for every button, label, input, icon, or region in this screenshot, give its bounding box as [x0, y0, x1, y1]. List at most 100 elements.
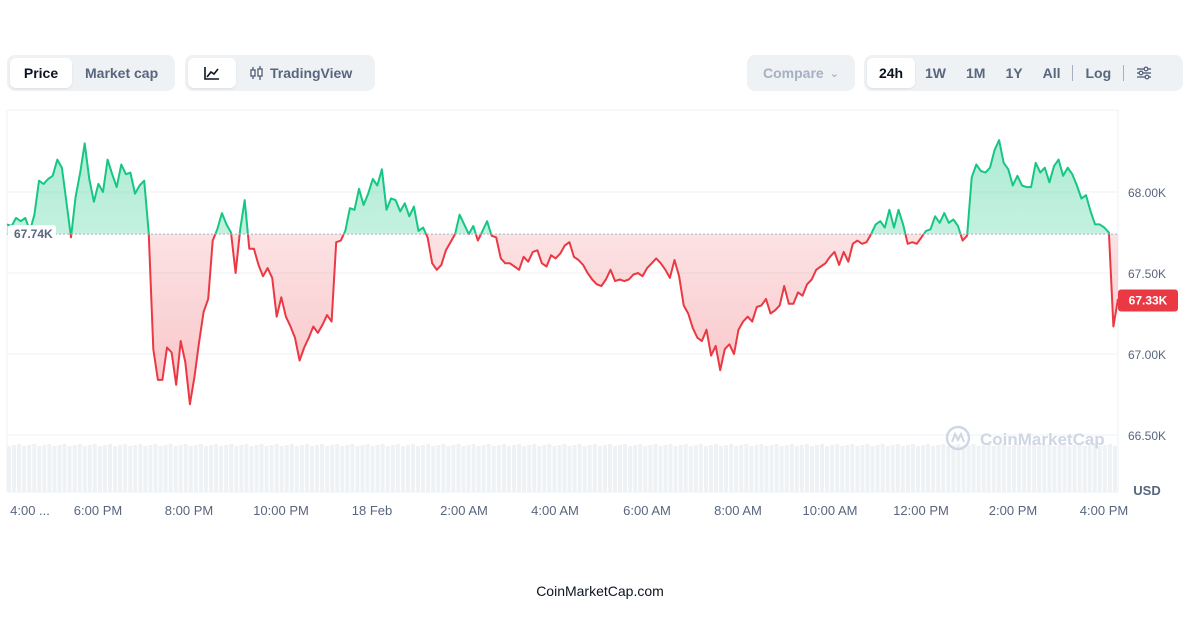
- volume-bar: [163, 445, 168, 492]
- divider: [1072, 65, 1074, 81]
- volume-bar: [259, 444, 264, 492]
- volume-bar: [643, 446, 648, 492]
- x-tick-label: 4:00 PM: [1080, 503, 1128, 518]
- divider: [1123, 65, 1125, 81]
- x-tick-label: 6:00 AM: [623, 503, 671, 518]
- volume-bar: [355, 446, 360, 492]
- volume-bar: [870, 446, 875, 492]
- volume-bar: [587, 445, 592, 492]
- volume-bar: [496, 445, 501, 492]
- volume-bar: [491, 446, 496, 492]
- volume-bar: [663, 445, 668, 492]
- volume-bar: [905, 445, 910, 492]
- volume-bar: [835, 444, 840, 492]
- volume-bar: [405, 445, 410, 492]
- volume-bar: [1072, 445, 1077, 492]
- volume-bar: [320, 444, 325, 492]
- volume-bar: [527, 445, 532, 492]
- compare-button[interactable]: Compare ⌄: [750, 58, 852, 88]
- tradingview-button[interactable]: TradingView: [236, 58, 365, 88]
- range-1w-button[interactable]: 1W: [925, 65, 946, 81]
- volume-bar: [304, 444, 309, 492]
- volume-bar: [102, 445, 107, 492]
- volume-bar: [1112, 446, 1117, 492]
- volume-bar: [27, 445, 32, 492]
- x-tick-label: 2:00 PM: [989, 503, 1037, 518]
- volume-bar: [613, 446, 617, 492]
- volume-bar: [840, 446, 845, 492]
- coinmarketcap-logo-icon: [945, 425, 971, 451]
- volume-bar: [1037, 446, 1042, 492]
- volume-bar: [209, 445, 213, 492]
- volume-bar: [32, 444, 37, 492]
- volume-bar: [77, 444, 82, 492]
- volume-bar: [158, 446, 163, 492]
- x-tick-label: 6:00 PM: [74, 503, 122, 518]
- range-all-button[interactable]: All: [1042, 65, 1061, 81]
- range-24h-button[interactable]: 24h: [867, 58, 915, 88]
- volume-bar: [395, 444, 400, 492]
- volume-bar: [926, 444, 931, 492]
- compare-dropdown[interactable]: Compare ⌄: [747, 55, 855, 91]
- volume-bar: [416, 446, 421, 492]
- range-1y-button[interactable]: 1Y: [1005, 65, 1023, 81]
- volume-bar: [724, 445, 729, 492]
- volume-bar: [294, 446, 299, 492]
- volume-bar: [446, 446, 451, 492]
- price-chart[interactable]: CoinMarketCap 67.74K 68.00K 67.50K 67.00K 6…: [0, 100, 1200, 530]
- volume-bar: [350, 444, 355, 492]
- volume-bar: [451, 445, 456, 492]
- market-cap-tab[interactable]: Market cap: [85, 65, 159, 81]
- baseline-value: 67.74K: [14, 227, 53, 241]
- volume-bar: [138, 444, 143, 492]
- volume-bar: [148, 445, 153, 492]
- volume-bar: [22, 446, 27, 492]
- area-below-baseline: [70, 234, 1118, 405]
- volume-bar: [956, 444, 961, 492]
- volume-bar: [168, 444, 173, 492]
- volume-bar: [946, 446, 951, 492]
- volume-bar: [62, 444, 67, 492]
- volume-bar: [1047, 444, 1052, 492]
- volume-bar: [370, 446, 375, 492]
- volume-bar: [1107, 444, 1112, 492]
- volume-bar: [522, 446, 527, 492]
- tradingview-label: TradingView: [270, 65, 353, 81]
- volume-bar: [653, 444, 658, 492]
- volume-bar: [592, 444, 597, 492]
- volume-bar: [820, 444, 825, 492]
- volume-bar: [845, 445, 850, 492]
- volume-bar: [1052, 446, 1057, 492]
- volume-bar: [734, 446, 739, 492]
- volume-bar: [673, 446, 678, 492]
- volume-bar: [173, 446, 178, 492]
- volume-bar: [67, 446, 72, 492]
- volume-bar: [855, 446, 860, 492]
- volume-bar: [1042, 445, 1047, 492]
- volume-bar: [108, 444, 112, 492]
- volume-bar: [678, 445, 683, 492]
- volume-bar: [400, 446, 405, 492]
- volume-bar: [501, 444, 506, 492]
- log-scale-button[interactable]: Log: [1085, 65, 1112, 81]
- volume-bar: [1057, 445, 1062, 492]
- volume-bar: [633, 445, 638, 492]
- volume-bar: [996, 445, 1001, 492]
- volume-bar: [597, 446, 602, 492]
- volume-bar: [532, 444, 537, 492]
- volume-bar: [602, 445, 607, 492]
- price-tab[interactable]: Price: [10, 58, 72, 88]
- volume-bar: [476, 446, 481, 492]
- line-chart-button[interactable]: [188, 58, 236, 88]
- volume-bar: [683, 444, 688, 492]
- volume-bar: [7, 446, 11, 492]
- price-chart-svg[interactable]: CoinMarketCap 67.74K 68.00K 67.50K 67.00K 6…: [0, 100, 1200, 530]
- volume-bar: [486, 444, 491, 492]
- range-1m-button[interactable]: 1M: [966, 65, 986, 81]
- volume-bar: [375, 445, 380, 492]
- volume-bar: [178, 445, 183, 492]
- x-tick-label: 18 Feb: [352, 503, 392, 518]
- volume-bar: [623, 444, 628, 492]
- volume-bar: [1082, 446, 1087, 492]
- settings-button[interactable]: [1126, 58, 1162, 88]
